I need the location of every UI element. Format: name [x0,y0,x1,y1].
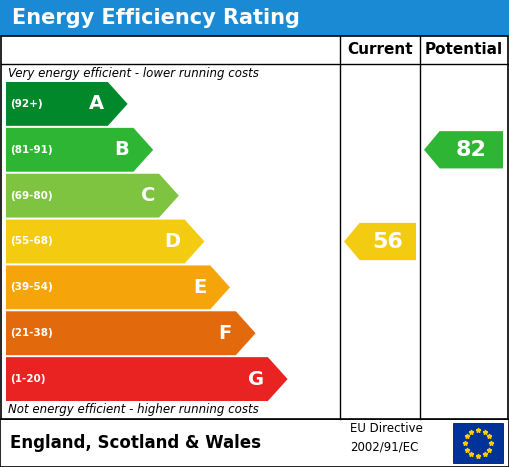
Text: B: B [115,140,129,159]
Polygon shape [6,357,288,401]
Text: 56: 56 [373,232,403,252]
Text: (69-80): (69-80) [10,191,52,201]
Text: (55-68): (55-68) [10,236,53,247]
Text: F: F [218,324,232,343]
Text: 82: 82 [456,140,487,160]
Polygon shape [6,128,153,172]
Text: D: D [164,232,181,251]
Text: G: G [248,369,264,389]
Text: Very energy efficient - lower running costs: Very energy efficient - lower running co… [8,66,259,79]
Text: (81-91): (81-91) [10,145,52,155]
Polygon shape [6,265,230,309]
Text: Current: Current [347,42,413,57]
Bar [1,36,508,419]
Text: (39-54): (39-54) [10,283,53,292]
Polygon shape [6,219,205,263]
Bar [0,419,509,467]
Polygon shape [344,223,416,260]
Text: (92+): (92+) [10,99,43,109]
Text: C: C [140,186,155,205]
Polygon shape [6,174,179,218]
Text: Energy Efficiency Rating: Energy Efficiency Rating [12,8,300,28]
Polygon shape [6,82,128,126]
Text: Not energy efficient - higher running costs: Not energy efficient - higher running co… [8,403,259,417]
Text: (21-38): (21-38) [10,328,53,338]
Text: (1-20): (1-20) [10,374,45,384]
Text: England, Scotland & Wales: England, Scotland & Wales [10,434,261,452]
Bar [453,423,503,463]
Text: EU Directive
2002/91/EC: EU Directive 2002/91/EC [350,423,423,453]
Text: Potential: Potential [425,42,502,57]
Polygon shape [424,131,503,169]
Text: A: A [89,94,104,113]
Bar [0,0,509,36]
Text: E: E [193,278,206,297]
Polygon shape [6,311,256,355]
